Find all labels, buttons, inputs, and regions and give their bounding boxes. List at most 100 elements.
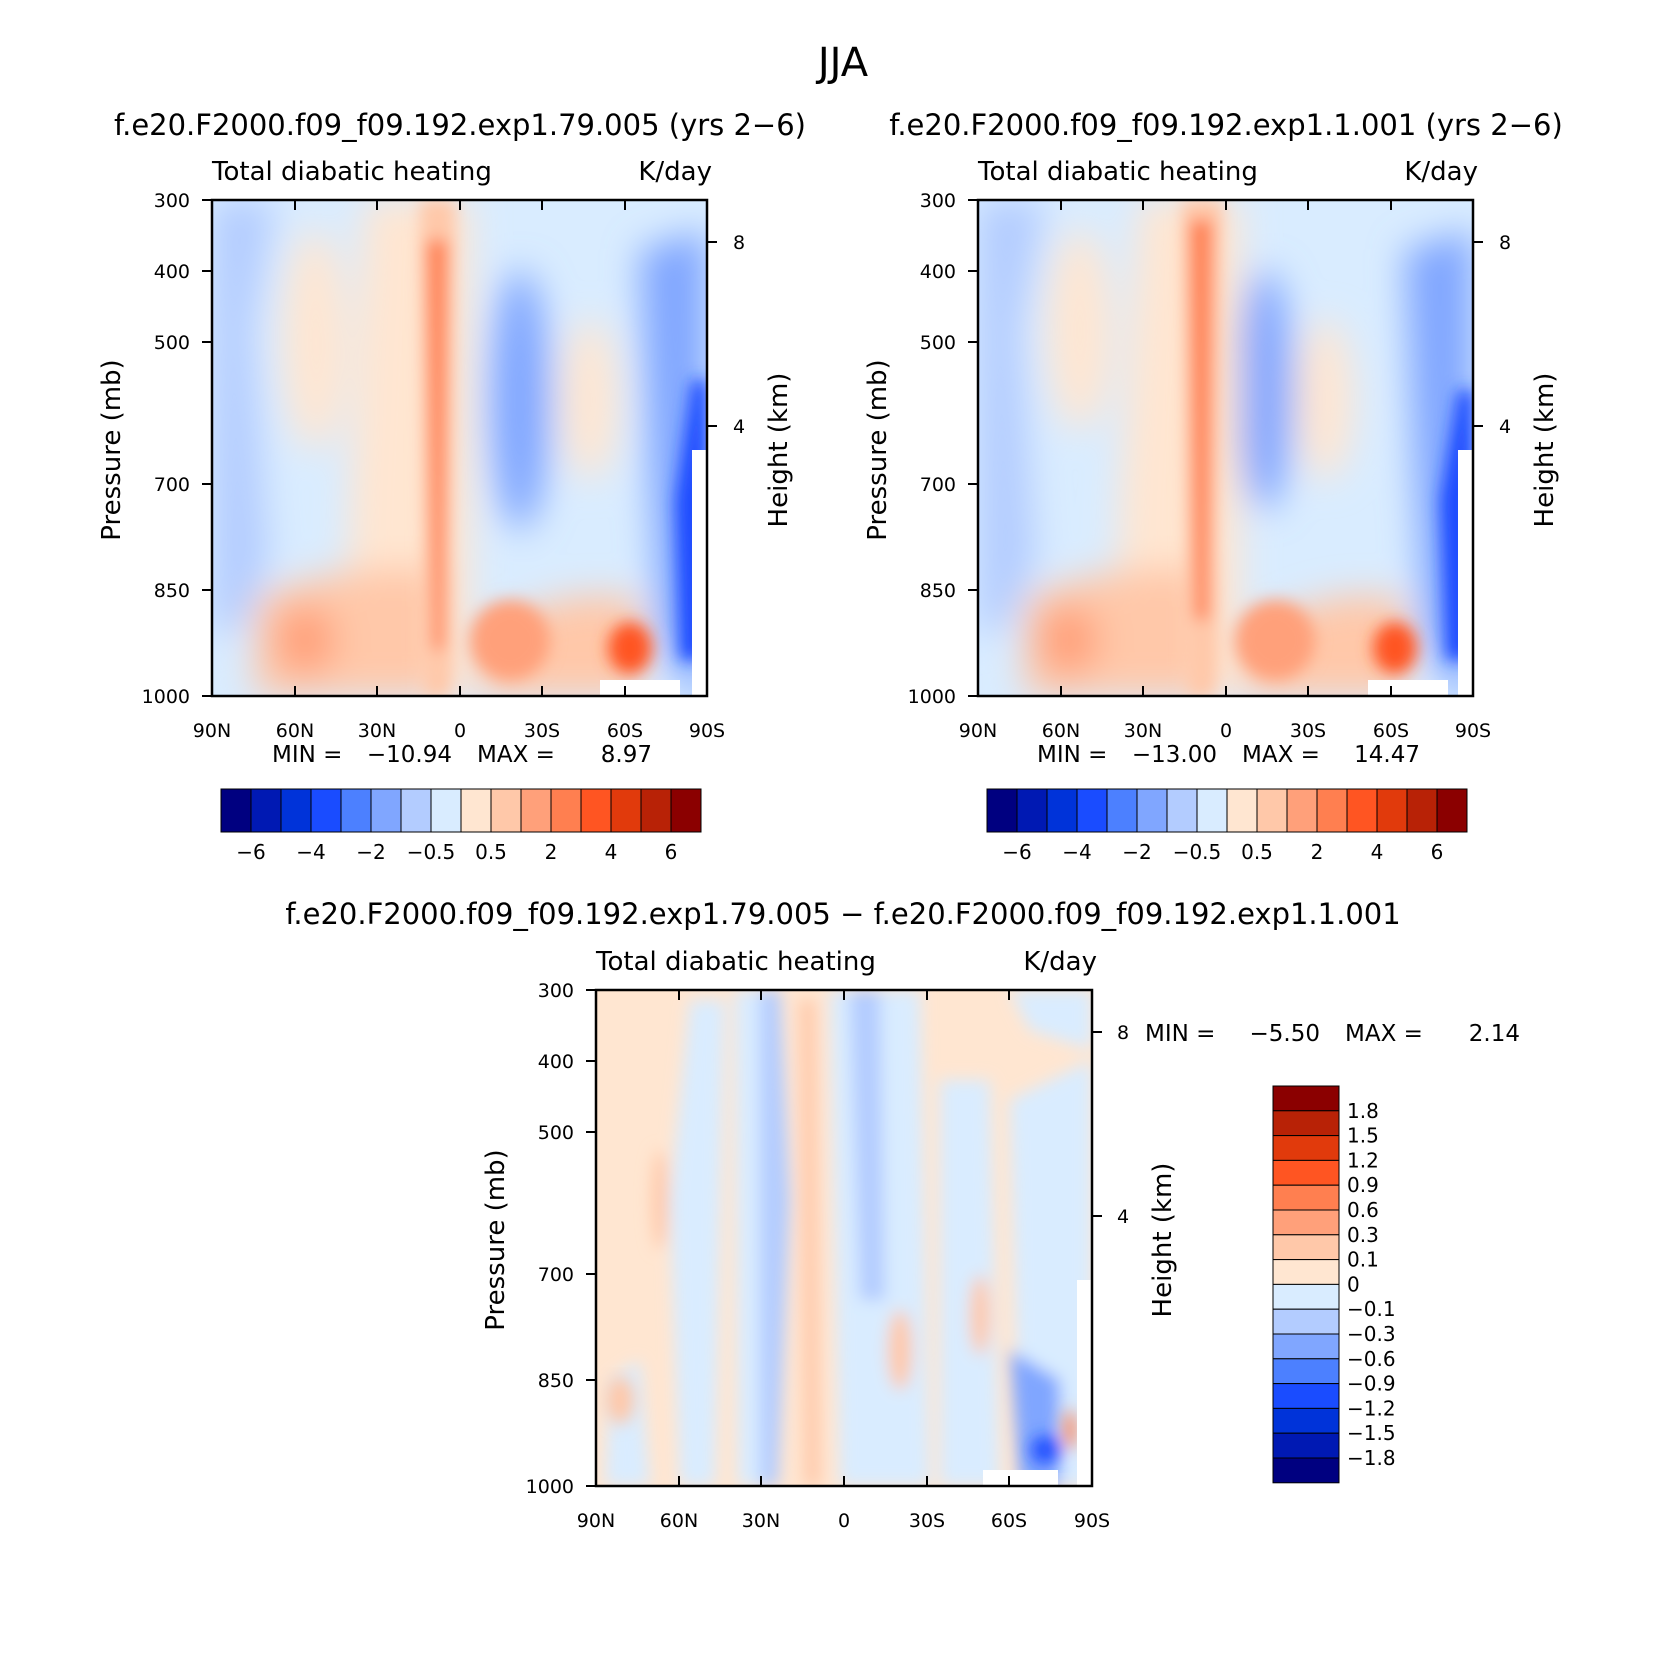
colorbar-swatch (1272, 1432, 1340, 1459)
colorbar-label: −0.1 (1347, 1297, 1396, 1321)
panel-2-y2label: Height (km) (1530, 373, 1560, 528)
ytick-500: 500 (154, 332, 190, 354)
colorbar-swatch (1196, 788, 1228, 833)
xtick-0: 0 (454, 720, 466, 742)
panel-2-min-label: MIN = (1037, 742, 1107, 768)
colorbar-label: 0.3 (1347, 1223, 1379, 1247)
colorbar-swatch (1046, 788, 1078, 833)
colorbar-label: −2 (1122, 840, 1151, 864)
colorbar-label: −0.5 (1173, 840, 1222, 864)
xtick-0: 0 (838, 1510, 850, 1532)
panel-2-max-value: 14.47 (1354, 742, 1420, 768)
colorbar-swatch (1256, 788, 1288, 833)
panel-3: f.e20.F2000.f09_f09.192.exp1.79.005 − f.… (285, 897, 1520, 1532)
colorbar-swatch (1346, 788, 1378, 833)
xtick-30S: 30S (524, 720, 560, 742)
colorbar-label: 0.9 (1347, 1173, 1379, 1197)
xtick-90N: 90N (959, 720, 997, 742)
panel-2-left-axis: 300 400 500 700 850 1000 Pressure (mb) (863, 190, 978, 708)
y2tick-4: 4 (733, 416, 745, 438)
colorbar-swatch (1272, 1333, 1340, 1360)
panel-1-contour-field (212, 200, 707, 696)
panel-1-max-label: MAX = (477, 742, 555, 768)
ytick-850: 850 (538, 1370, 574, 1392)
xtick-90S: 90S (1455, 720, 1491, 742)
colorbar-label: −2 (356, 840, 385, 864)
colorbar-label: −6 (1002, 840, 1031, 864)
panel-1-y2label: Height (km) (764, 373, 794, 528)
colorbar-swatch (1136, 788, 1168, 833)
colorbar-swatch (400, 788, 432, 833)
colorbar-swatch (1406, 788, 1438, 833)
panel-3-minmax: MIN = −5.50 MAX = 2.14 (1145, 1021, 1520, 1047)
colorbar-swatch (1272, 1135, 1340, 1161)
y2tick-8: 8 (1499, 232, 1511, 254)
xtick-0: 0 (1220, 720, 1232, 742)
panel-2-ylabel: Pressure (mb) (863, 359, 893, 540)
xtick-30N: 30N (742, 1510, 780, 1532)
panel-1-x-axis: 90N 60N 30N 0 30S 60S 90S (193, 200, 725, 742)
xtick-60S: 60S (991, 1510, 1027, 1532)
ytick-300: 300 (538, 980, 574, 1002)
colorbar-swatch (310, 788, 342, 833)
panel-3-units-label: K/day (1023, 947, 1097, 977)
colorbar-swatch (1106, 788, 1138, 833)
panel-2-x-axis: 90N 60N 30N 0 30S 60S 90S (959, 200, 1491, 742)
colorbar-swatch (1272, 1457, 1340, 1484)
panel-2-title: f.e20.F2000.f09_f09.192.exp1.1.001 (yrs … (889, 108, 1563, 142)
colorbar-label: 0.5 (1241, 840, 1273, 864)
panel-1-left-axis: 300 400 500 700 850 1000 Pressure (mb) (97, 190, 212, 708)
figure-title: JJA (815, 40, 869, 86)
ytick-500: 500 (538, 1122, 574, 1144)
colorbar-label: −6 (236, 840, 265, 864)
colorbar-swatch (490, 788, 522, 833)
panel-2: f.e20.F2000.f09_f09.192.exp1.1.001 (yrs … (863, 108, 1563, 864)
panel-1-colorbar: −6 −4 −2 −0.5 0.5 2 4 6 (220, 788, 702, 864)
panel-3-variable-label: Total diabatic heating (595, 947, 876, 977)
panel-3-max-value: 2.14 (1469, 1021, 1520, 1047)
colorbar-swatch (640, 788, 672, 833)
ytick-700: 700 (920, 474, 956, 496)
panel-1-variable-label: Total diabatic heating (211, 157, 492, 187)
panel-1-ylabel: Pressure (mb) (97, 359, 127, 540)
y2tick-8: 8 (1117, 1022, 1129, 1044)
panel-3-colorbar: 1.81.51.20.90.60.30.10−0.1−0.3−0.6−0.9−1… (1272, 1085, 1396, 1484)
ytick-400: 400 (920, 261, 956, 283)
ytick-700: 700 (154, 474, 190, 496)
colorbar-swatch (1272, 1234, 1340, 1261)
colorbar-label: −1.2 (1347, 1396, 1396, 1420)
panel-2-min-value: −13.00 (1132, 742, 1217, 768)
colorbar-swatch (370, 788, 402, 833)
panel-2-max-label: MAX = (1242, 742, 1320, 768)
colorbar-swatch (986, 788, 1018, 833)
panel-2-contour-field (978, 200, 1473, 696)
colorbar-label: 0 (1347, 1272, 1360, 1296)
xtick-30N: 30N (358, 720, 396, 742)
ytick-1000: 1000 (526, 1476, 574, 1498)
panel-1-min-label: MIN = (272, 742, 342, 768)
colorbar-swatch (340, 788, 372, 833)
ytick-700: 700 (538, 1264, 574, 1286)
panel-2-right-axis: 8 4 Height (km) (1473, 232, 1560, 527)
colorbar-swatch (1272, 1283, 1340, 1310)
y2tick-4: 4 (1499, 416, 1511, 438)
colorbar-swatch (1076, 788, 1108, 833)
panel-3-min-value: −5.50 (1250, 1021, 1320, 1047)
colorbar-swatch (1272, 1259, 1340, 1285)
colorbar-label: 0.5 (475, 840, 507, 864)
colorbar-swatch (1316, 788, 1348, 833)
panel-1-minmax: MIN = −10.94 MAX = 8.97 (272, 742, 652, 768)
panel-3-title: f.e20.F2000.f09_f09.192.exp1.79.005 − f.… (285, 897, 1400, 931)
xtick-30S: 30S (909, 1510, 945, 1532)
colorbar-label: −0.5 (407, 840, 456, 864)
colorbar-label: 2 (545, 840, 558, 864)
ytick-850: 850 (154, 580, 190, 602)
colorbar-label: 1.2 (1347, 1148, 1379, 1172)
colorbar-label: −0.9 (1347, 1372, 1396, 1396)
colorbar-swatch (460, 788, 492, 833)
xtick-60S: 60S (607, 720, 643, 742)
panel-3-max-label: MAX = (1345, 1021, 1423, 1047)
xtick-90N: 90N (193, 720, 231, 742)
colorbar-swatch (670, 788, 702, 833)
ytick-300: 300 (154, 190, 190, 212)
